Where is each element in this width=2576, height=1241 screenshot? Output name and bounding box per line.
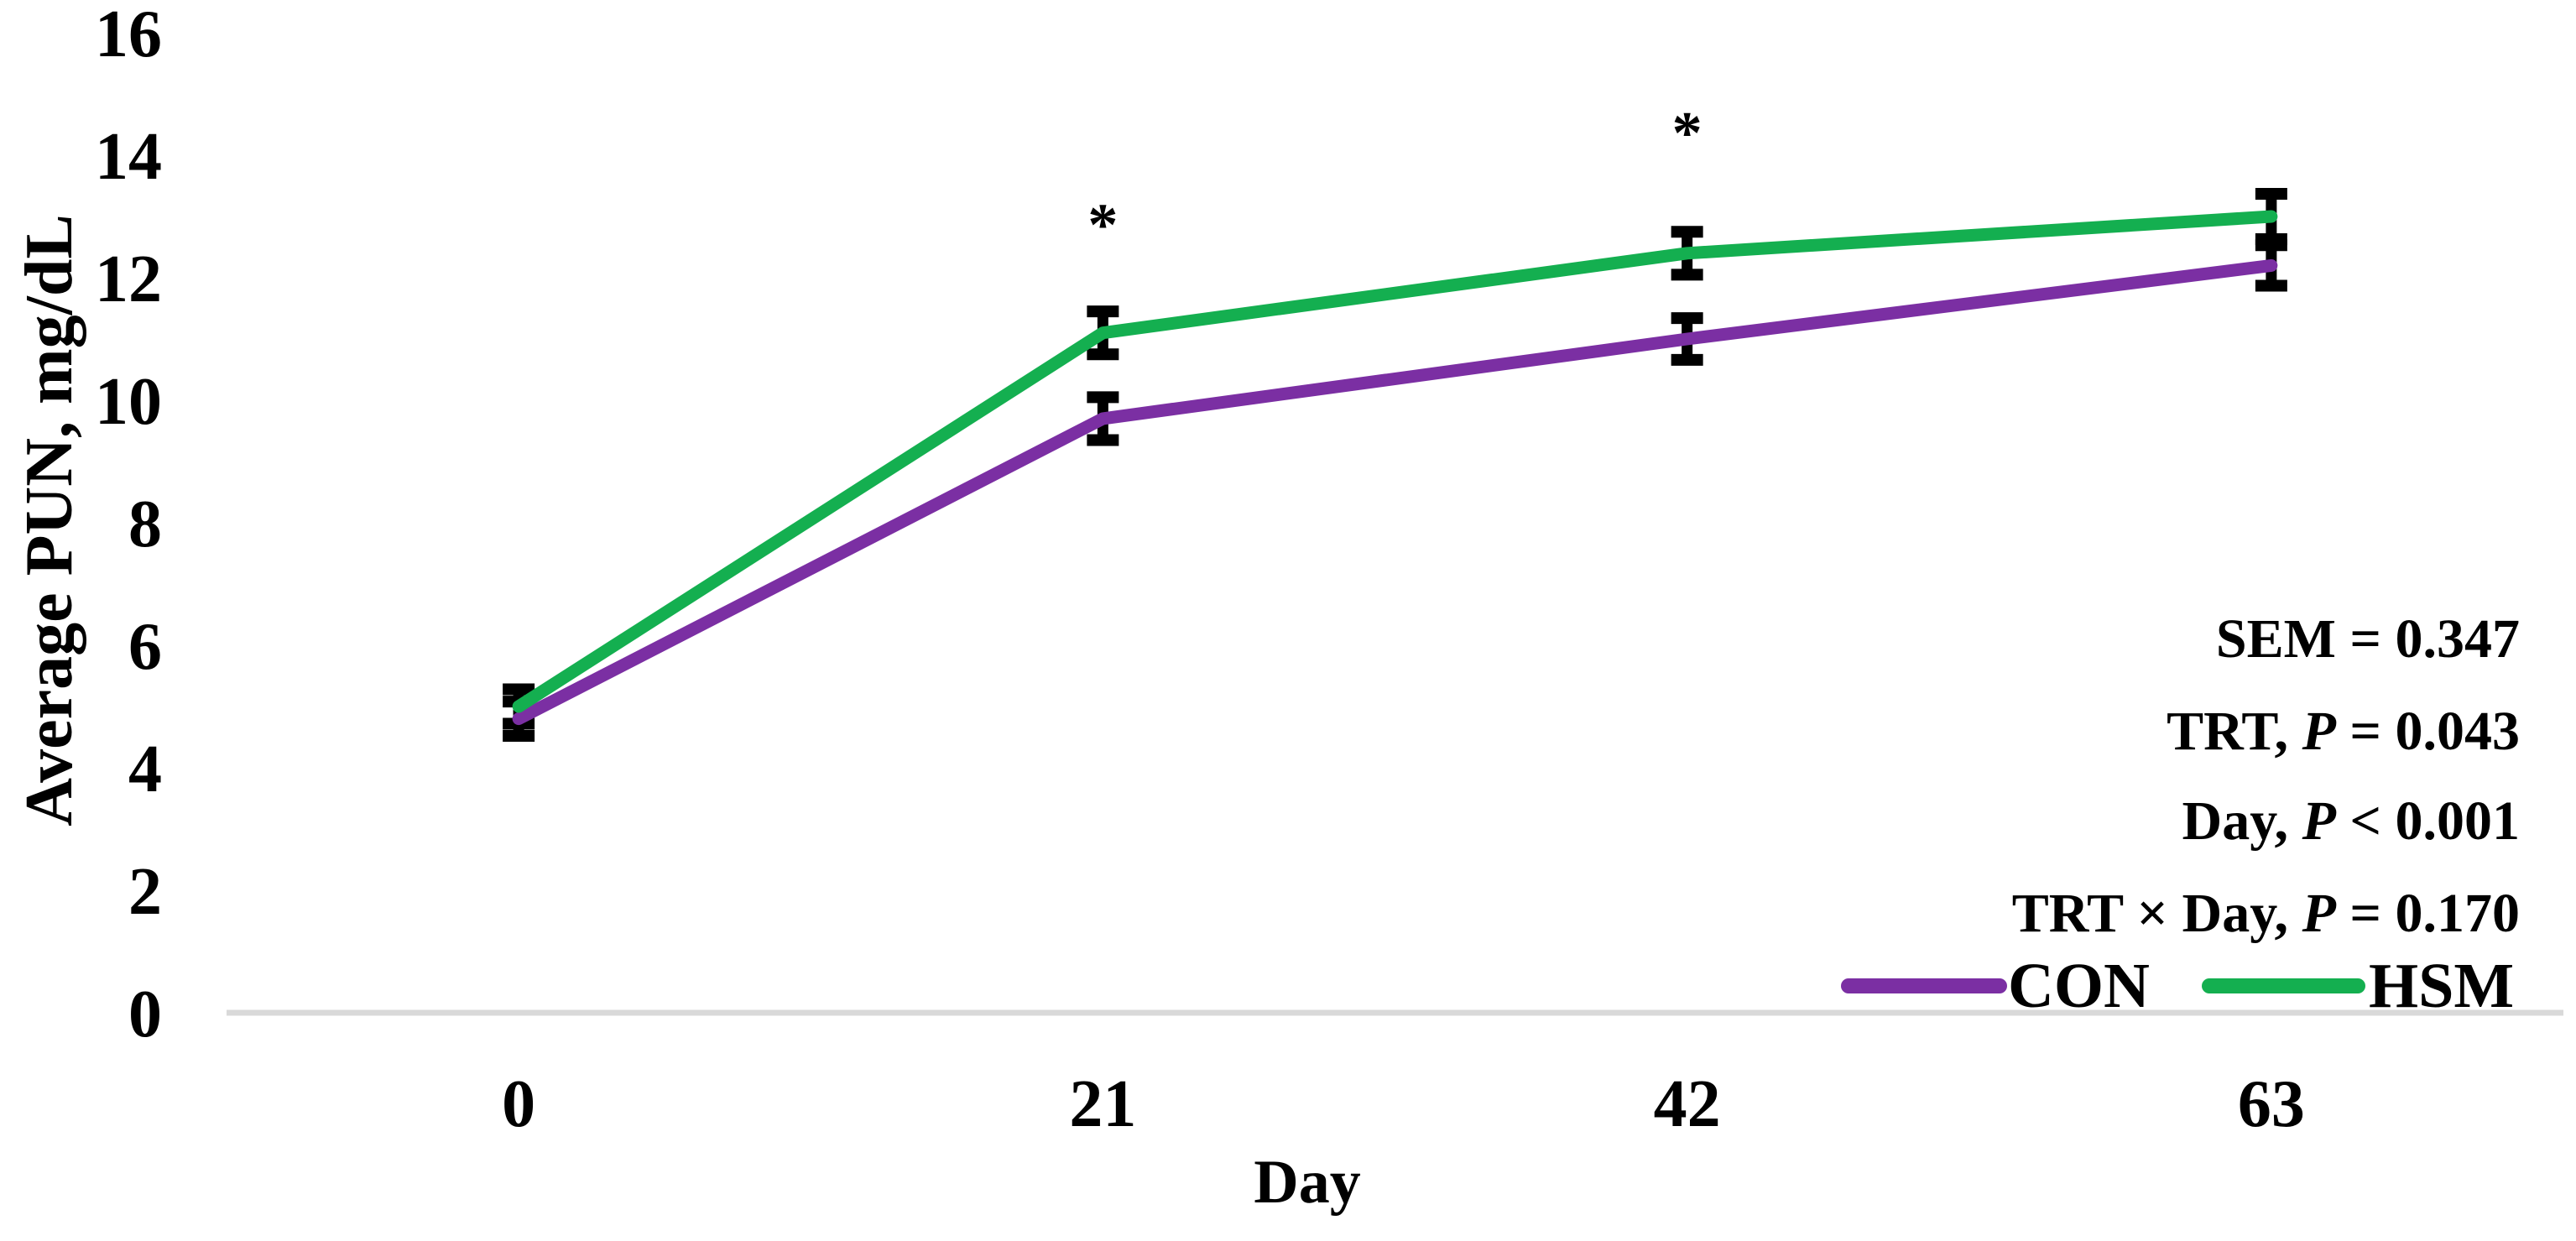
x-tick-label: 63 <box>2238 1067 2305 1141</box>
y-tick-label: 14 <box>95 120 162 194</box>
series-line-HSM[interactable] <box>512 210 2278 713</box>
y-tick-label: 10 <box>95 365 162 439</box>
series-line-CON[interactable] <box>512 258 2278 726</box>
significance-asterisk: * <box>1672 99 1703 166</box>
y-axis-title: Average PUN, mg/dL <box>13 214 86 826</box>
stats-line: TRT, P = 0.043 <box>2167 701 2520 762</box>
legend-label-CON[interactable]: CON <box>2008 951 2150 1021</box>
x-tick-label: 42 <box>1654 1067 1721 1141</box>
significance-asterisk: * <box>1087 191 1118 258</box>
x-tick-label: 21 <box>1069 1067 1136 1141</box>
y-tick-label: 2 <box>128 855 162 929</box>
y-tick-label: 4 <box>128 733 162 806</box>
stats-line: TRT × Day, P = 0.170 <box>2012 883 2520 944</box>
y-tick-label: 0 <box>128 978 162 1051</box>
y-tick-label: 12 <box>95 242 162 316</box>
y-tick-label: 16 <box>95 0 162 71</box>
stats-line: Day, P < 0.001 <box>2182 790 2520 852</box>
x-axis-title: Day <box>1254 1148 1360 1217</box>
x-tick-label: 0 <box>502 1067 535 1141</box>
y-tick-label: 8 <box>128 488 162 561</box>
legend-label-HSM[interactable]: HSM <box>2369 951 2514 1021</box>
y-tick-label: 6 <box>128 610 162 684</box>
stats-line: SEM = 0.347 <box>2216 608 2520 670</box>
